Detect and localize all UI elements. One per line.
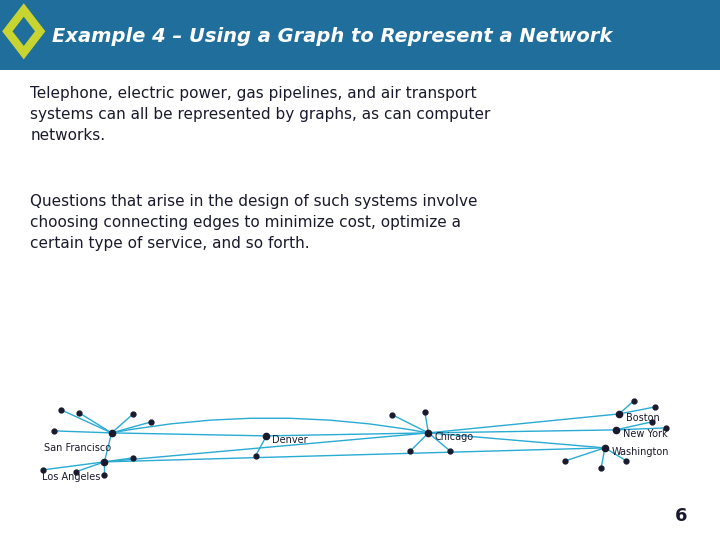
Bar <box>0 0 720 70</box>
Text: Telephone, electric power, gas pipelines, and air transport
systems can all be r: Telephone, electric power, gas pipelines… <box>30 86 490 144</box>
Text: Chicago: Chicago <box>434 432 473 442</box>
Text: Example 4 – Using a Graph to Represent a Network: Example 4 – Using a Graph to Represent a… <box>52 26 612 46</box>
Polygon shape <box>12 17 35 46</box>
Text: San Francisco: San Francisco <box>45 443 112 453</box>
Text: Washington: Washington <box>612 447 670 457</box>
Text: Boston: Boston <box>626 413 660 423</box>
Text: New York: New York <box>623 429 667 439</box>
Text: Los Angeles: Los Angeles <box>42 471 101 482</box>
Polygon shape <box>2 3 45 59</box>
Text: 6: 6 <box>675 507 688 525</box>
Text: Denver: Denver <box>272 435 307 445</box>
Text: Questions that arise in the design of such systems involve
choosing connecting e: Questions that arise in the design of su… <box>30 194 478 252</box>
